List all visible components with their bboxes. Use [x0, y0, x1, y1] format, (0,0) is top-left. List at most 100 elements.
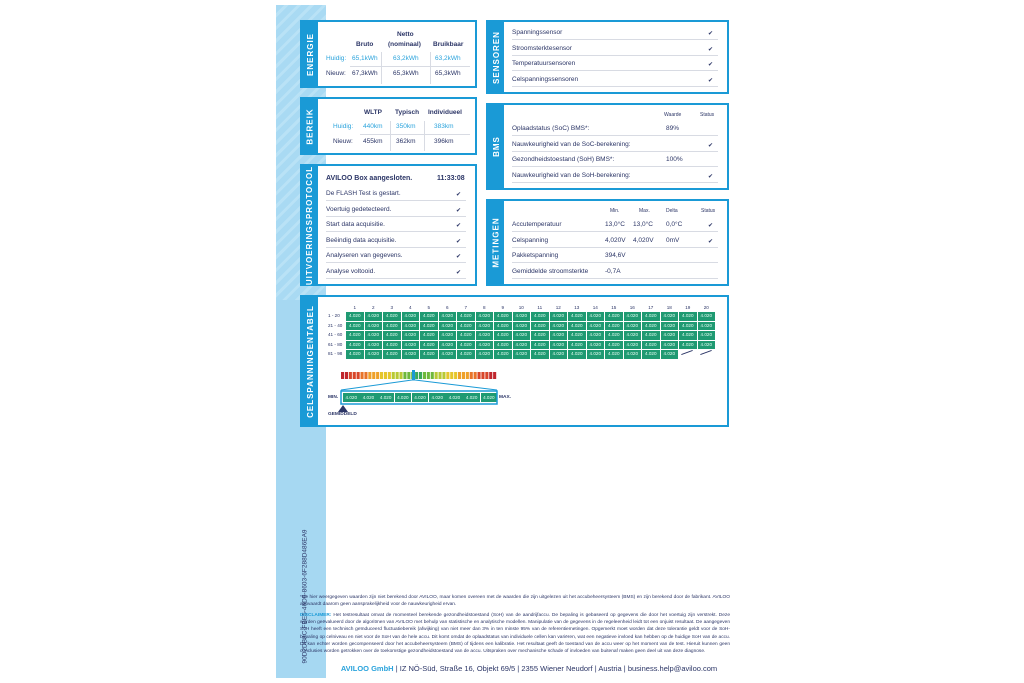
col-header: Delta [666, 208, 678, 214]
cell-voltage: 4.020 [660, 350, 678, 359]
cell-voltage: 4.020 [475, 312, 493, 321]
zoom-cell: 4.020 [446, 393, 463, 402]
check-icon: ✔ [708, 62, 714, 69]
meting-label: Celspanning [512, 236, 549, 244]
cell-voltage: 4.020 [642, 340, 660, 349]
gradient-segment [461, 372, 465, 379]
protocol-step: Analyse voltooid. [326, 268, 376, 275]
cell-voltage: 4.020 [660, 312, 678, 321]
gradient-segment [442, 372, 446, 379]
cell-voltage: 4.020 [531, 340, 549, 349]
gradient-segment [493, 372, 497, 379]
zoom-cell: 4.020 [463, 393, 480, 402]
row-label: Huidig: [326, 55, 347, 62]
cell-voltage: 4.020 [512, 340, 530, 349]
cell-voltage: 4.020 [401, 340, 419, 349]
col-header: 5 [427, 305, 431, 310]
meting-value: 394,6V [605, 252, 626, 260]
cell-voltage: 4.020 [401, 312, 419, 321]
zoom-cell: 4.020 [377, 393, 394, 402]
sensor-item: Celspanningssensoren [512, 75, 579, 83]
zoom-lines [340, 379, 498, 391]
cell-voltage: 4.020 [346, 331, 364, 340]
gradient-segment [352, 372, 356, 379]
gradient-segment [356, 372, 360, 379]
value: 383km [434, 123, 454, 130]
gradient-segment [391, 372, 395, 379]
value: 440km [363, 123, 383, 130]
cell-voltage: 4.020 [568, 321, 586, 330]
cell-voltage: 4.020 [531, 350, 549, 359]
gradient-segment [344, 372, 348, 379]
gradient-segment [360, 372, 364, 379]
cell-voltage: 4.020 [364, 340, 382, 349]
gradient-segment [469, 372, 473, 379]
row-label: 1 - 20 [328, 313, 340, 318]
cell-voltage: 4.020 [475, 340, 493, 349]
cell-voltage: 4.020 [605, 312, 623, 321]
meting-value: 13,0°C [605, 221, 625, 228]
check-icon: ✔ [456, 270, 462, 276]
gradient-segment [372, 372, 376, 379]
cell-voltage: 4.020 [420, 312, 438, 321]
col-header: 14 [592, 305, 598, 310]
cell-voltage: 4.020 [531, 312, 549, 321]
divider [326, 231, 466, 233]
cell-voltage: 4.020 [383, 321, 401, 330]
gradient-segment [430, 372, 434, 379]
check-icon: ✔ [708, 77, 714, 84]
divider [512, 246, 718, 248]
footer-email[interactable]: business.help@aviloo.com [627, 664, 718, 673]
section-label: BEREIK [302, 99, 318, 153]
check-icon: ✔ [708, 223, 714, 229]
cell-voltage: 4.020 [401, 321, 419, 330]
divider [512, 70, 718, 72]
gradient-segment [465, 372, 469, 379]
cell-voltage: 4.020 [494, 340, 512, 349]
cell-voltage: 4.020 [457, 340, 475, 349]
sensor-item: Stroomsterktesensor [512, 44, 572, 52]
cell-voltage: 4.020 [420, 331, 438, 340]
gradient-segment [481, 372, 485, 379]
cell-voltage: 4.020 [457, 331, 475, 340]
zoom-box [340, 390, 498, 405]
cell-voltage: 4.020 [383, 350, 401, 359]
gradient-segment [438, 372, 442, 379]
gradient-segment [403, 372, 407, 379]
divider [512, 231, 718, 232]
col-header: Bruto [356, 41, 374, 48]
bereik-section: BEREIK WLTP Typisch Individueel Huidig: … [300, 97, 477, 155]
check-icon: ✔ [456, 238, 462, 245]
meting-value: 4,020V [633, 236, 654, 244]
protocol-step: Beëindig data acquisitie. [326, 236, 397, 244]
cell-voltage: 4.020 [586, 350, 604, 359]
col-header: Max. [639, 208, 650, 214]
disclaimer-text: Het testresultaat omvat de momenteel ber… [300, 613, 730, 655]
cell-voltage: 4.020 [679, 340, 697, 349]
cell-voltage: 4.020 [586, 340, 604, 349]
cell-voltage: 4.020 [438, 321, 456, 330]
cell-voltage: 4.020 [568, 312, 586, 321]
meting-label: Gemiddelde stroomsterkte [512, 267, 589, 275]
zoom-cell: 4.020 [429, 393, 446, 402]
cell-voltage: 4.020 [697, 331, 715, 340]
check-icon: ✔ [708, 238, 714, 245]
zoom-cell: 4.020 [394, 393, 412, 402]
cell-voltage: 4.020 [549, 350, 567, 359]
row-label: 61 - 80 [328, 341, 343, 347]
row-label: 81 - 98 [328, 351, 343, 356]
row-label: Nieuw: [333, 138, 353, 145]
cell-voltage: 4.020 [346, 321, 364, 330]
cell-voltage: 4.020 [660, 331, 678, 340]
col-header: 7 [464, 305, 468, 310]
cell-voltage: 4.020 [623, 340, 641, 349]
cell-voltage: 4.020 [512, 331, 530, 340]
protocol-step: De FLASH Test is gestart. [326, 190, 401, 197]
divider [512, 150, 718, 152]
divider [326, 262, 466, 264]
check-icon: ✔ [456, 254, 462, 261]
gradient-segment [368, 372, 372, 379]
section-label: ENERGIE [302, 22, 318, 86]
divider [326, 278, 466, 279]
